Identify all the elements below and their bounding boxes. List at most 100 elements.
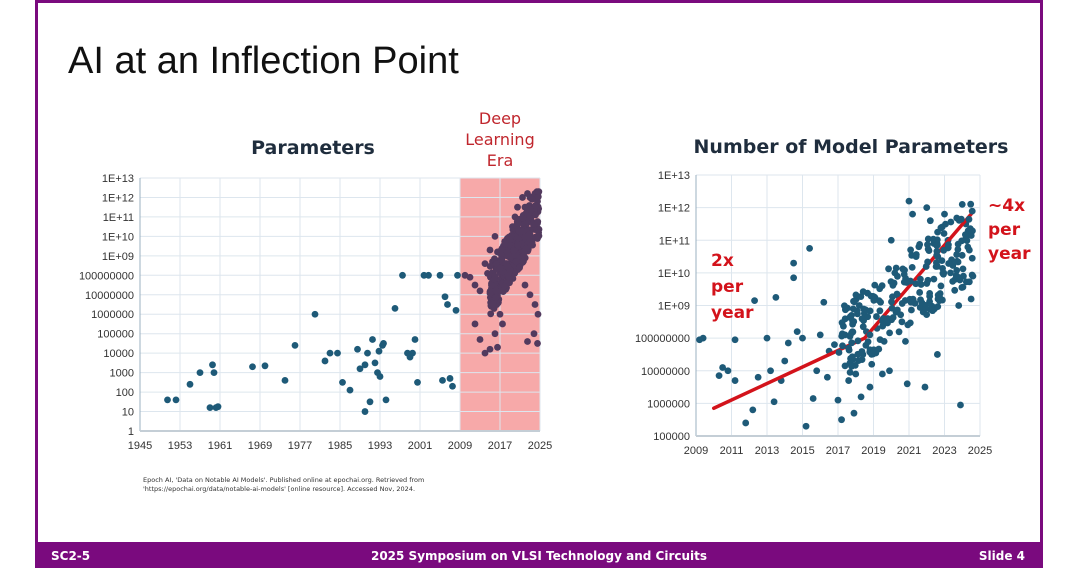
data-point-deep-learning (481, 349, 489, 357)
y-tick-label: 1000000 (647, 398, 690, 410)
data-point-deep-learning (502, 240, 509, 248)
data-point (823, 373, 831, 381)
y-tick-label: 10 (122, 407, 134, 419)
data-point (940, 246, 948, 254)
data-point (790, 259, 798, 267)
data-point (361, 361, 369, 369)
data-point (364, 349, 371, 357)
data-point (958, 251, 966, 259)
data-point (859, 323, 867, 331)
data-point (912, 280, 920, 288)
data-point-deep-learning (515, 227, 523, 235)
data-point (391, 304, 399, 312)
footer-session-id: SC2-5 (51, 549, 91, 563)
trend-annotation-4x: ~4x (988, 196, 1025, 216)
data-point (907, 277, 914, 285)
data-point (371, 359, 379, 367)
data-point (917, 296, 924, 304)
data-point (924, 258, 931, 266)
data-point (214, 403, 222, 411)
data-point (845, 344, 853, 352)
data-point (879, 322, 887, 330)
data-point-deep-learning (471, 281, 479, 289)
data-point (846, 368, 854, 376)
data-point (937, 224, 945, 232)
data-point (742, 419, 750, 427)
data-point (968, 207, 976, 215)
data-point (968, 254, 976, 262)
data-point (864, 338, 872, 346)
data-point (954, 258, 962, 266)
data-point-deep-learning (497, 246, 505, 254)
data-point-deep-learning (491, 272, 499, 280)
data-point (375, 347, 383, 355)
data-point-deep-learning (494, 343, 501, 351)
data-point-deep-learning (520, 252, 528, 260)
data-point (809, 395, 817, 402)
data-point-deep-learning (499, 320, 506, 328)
data-point (868, 360, 876, 368)
citation: Epoch AI, 'Data on Notable AI Models'. P… (143, 476, 424, 494)
y-tick-label: 100000 (653, 431, 690, 443)
y-tick-label: 100000 (97, 329, 134, 341)
data-point-deep-learning (534, 219, 541, 227)
data-point-deep-learning (526, 291, 534, 299)
data-point (894, 272, 901, 280)
x-tick-label: 2017 (826, 445, 850, 457)
data-point (917, 275, 924, 283)
data-point-deep-learning (491, 232, 499, 240)
y-tick-label: 10000000 (85, 290, 134, 302)
data-point (784, 339, 792, 347)
data-point (873, 313, 880, 320)
data-point (898, 318, 906, 326)
data-point (890, 279, 898, 287)
data-point (454, 271, 461, 279)
data-point (261, 362, 269, 370)
data-point (905, 197, 913, 205)
data-point-deep-learning (486, 262, 494, 270)
data-point-deep-learning (501, 282, 509, 290)
data-point (793, 328, 801, 335)
data-point (955, 216, 963, 224)
data-point (854, 337, 862, 345)
data-point (967, 200, 975, 208)
data-point (414, 378, 421, 386)
data-point (380, 340, 387, 347)
y-tick-label: 10000000 (641, 366, 690, 378)
data-point (439, 377, 446, 384)
data-point (751, 297, 758, 305)
y-tick-label: 1E+10 (658, 268, 690, 280)
data-point (938, 257, 946, 264)
data-point (916, 304, 924, 311)
data-point (249, 363, 256, 371)
data-point (951, 286, 959, 294)
data-point (849, 328, 857, 336)
data-point (908, 263, 916, 271)
data-point (871, 281, 879, 289)
data-point (839, 342, 846, 350)
data-point (446, 375, 454, 382)
data-point (326, 349, 334, 357)
data-point (354, 345, 361, 353)
data-point (901, 297, 909, 304)
trend-annotation-4x: year (988, 244, 1031, 264)
x-tick-label: 2023 (932, 445, 956, 457)
data-point (361, 408, 369, 415)
data-point (947, 269, 954, 277)
data-point (399, 271, 406, 279)
data-point (892, 308, 900, 316)
data-point (953, 267, 961, 274)
data-point (923, 311, 931, 319)
data-point (947, 218, 955, 226)
data-point (376, 373, 384, 380)
data-point (724, 367, 732, 375)
data-point-deep-learning (497, 287, 505, 295)
data-point (334, 349, 341, 357)
x-tick-label: 2011 (720, 445, 744, 457)
x-tick-label: 2017 (488, 440, 512, 452)
data-point (699, 334, 707, 342)
data-point (909, 210, 916, 218)
data-point (958, 200, 966, 208)
data-point (209, 361, 216, 369)
data-point-deep-learning (508, 232, 515, 239)
